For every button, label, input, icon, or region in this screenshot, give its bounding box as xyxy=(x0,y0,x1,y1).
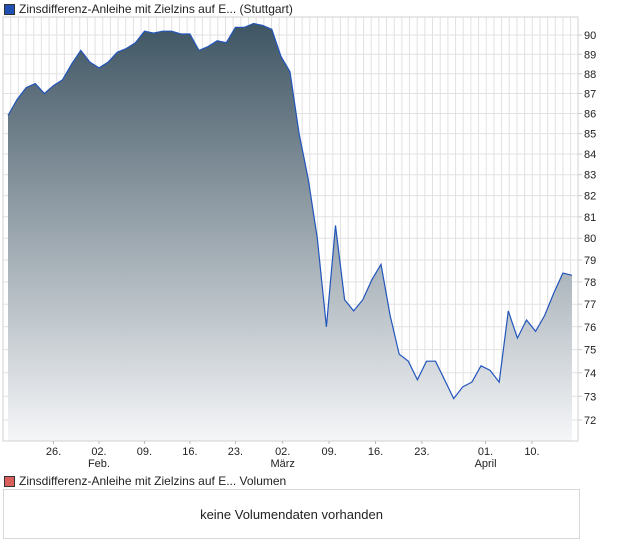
price-line xyxy=(7,22,573,400)
y-tick-label: 84 xyxy=(584,149,596,161)
volume-panel: keine Volumendaten vorhanden xyxy=(3,489,580,539)
plot-frame xyxy=(2,16,579,442)
x-tick-label: 23. xyxy=(414,446,429,458)
price-legend-label: Zinsdifferenz-Anleihe mit Zielzins auf E… xyxy=(19,2,293,16)
y-tick-label: 86 xyxy=(584,108,596,120)
y-tick-label: 76 xyxy=(584,322,596,334)
x-tick-month-label: April xyxy=(475,458,497,470)
y-tick-label: 85 xyxy=(584,129,596,141)
x-tick-label: 16. xyxy=(182,446,197,458)
price-chart: 90 89 88 87 86 85 84 83 82 81 80 79 78 77 76 75 74 73 72 26… xyxy=(2,16,596,470)
volume-legend: Zinsdifferenz-Anleihe mit Zielzins auf E… xyxy=(4,474,286,488)
x-tick-month-label: Feb. xyxy=(88,458,110,470)
y-tick-label: 72 xyxy=(584,415,596,427)
y-tick-label: 74 xyxy=(584,368,596,380)
x-tick-label: 16. xyxy=(368,446,383,458)
x-tick-label: 10. xyxy=(524,446,539,458)
volume-empty-message: keine Volumendaten vorhanden xyxy=(200,506,383,522)
x-tick-label: 01. xyxy=(478,446,493,458)
y-tick-label: 79 xyxy=(584,255,596,267)
y-tick-label: 81 xyxy=(584,212,596,224)
y-tick-label: 89 xyxy=(584,49,596,61)
x-tick-label: 09. xyxy=(137,446,152,458)
x-tick-label: 26. xyxy=(46,446,61,458)
x-tick-label: 09. xyxy=(321,446,336,458)
y-tick-label: 83 xyxy=(584,170,596,182)
volume-legend-swatch xyxy=(4,475,15,487)
y-tick-label: 77 xyxy=(584,299,596,311)
y-tick-label: 82 xyxy=(584,191,596,203)
y-tick-label: 75 xyxy=(584,345,596,357)
y-tick-label: 73 xyxy=(584,391,596,403)
y-tick-label: 88 xyxy=(584,69,596,81)
price-area xyxy=(8,23,572,441)
x-tick-month-label: März xyxy=(270,458,294,470)
x-tick-label: 02. xyxy=(91,446,106,458)
x-tick-label: 02. xyxy=(275,446,290,458)
x-tick-label: 23. xyxy=(228,446,243,458)
price-legend-swatch xyxy=(4,3,15,15)
y-tick-label: 87 xyxy=(584,89,596,101)
y-tick-label: 78 xyxy=(584,277,596,289)
price-legend: Zinsdifferenz-Anleihe mit Zielzins auf E… xyxy=(4,2,293,16)
y-tick-label: 80 xyxy=(584,233,596,245)
volume-legend-label: Zinsdifferenz-Anleihe mit Zielzins auf E… xyxy=(19,474,287,488)
y-tick-label: 90 xyxy=(584,30,596,42)
